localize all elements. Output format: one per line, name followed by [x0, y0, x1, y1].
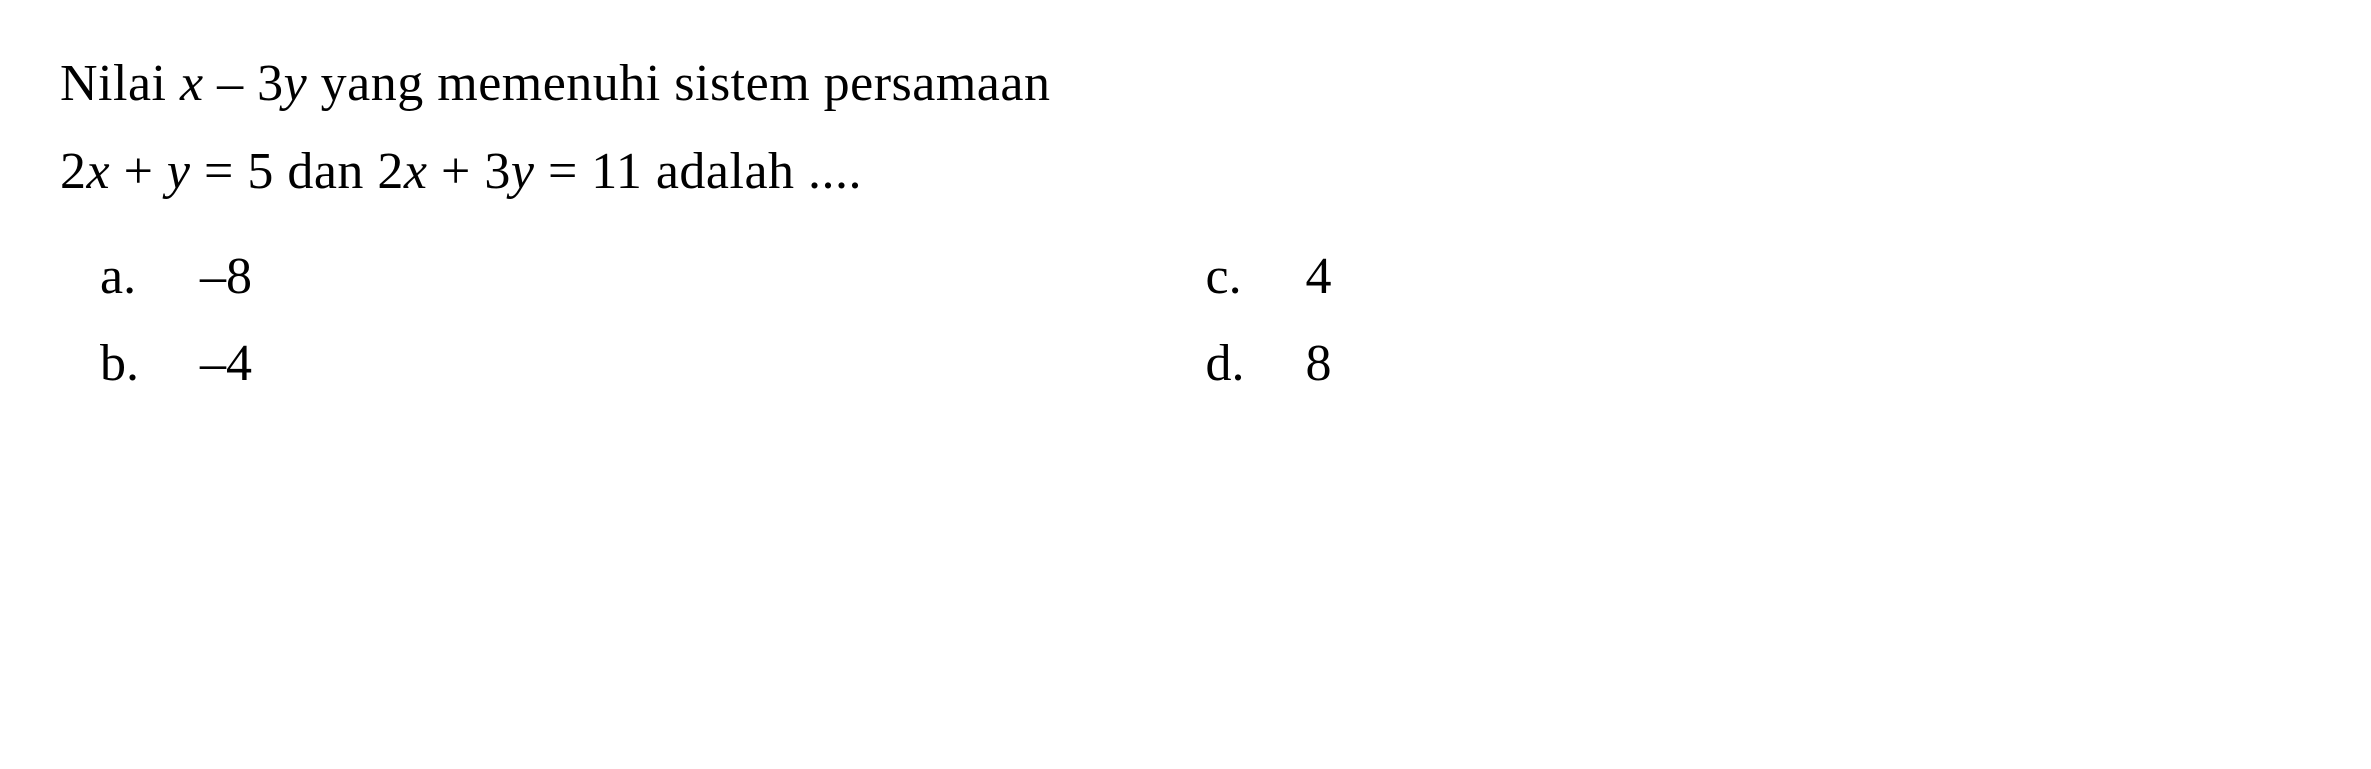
eq2-plus: + 3: [428, 143, 511, 200]
eq1-coef: 2: [60, 143, 87, 200]
math-question: Nilai x – 3y yang memenuhi sistem persam…: [60, 40, 2311, 393]
option-value: 4: [1286, 247, 1332, 306]
answer-options: a. –8 b. –4 c. 4 d. 8: [60, 247, 2311, 393]
question-line-2: 2x + y = 5 dan 2x + 3y = 11 adalah ....: [60, 128, 2311, 216]
option-letter: b.: [100, 334, 180, 393]
text-suffix: yang memenuhi sistem persamaan: [307, 55, 1050, 112]
option-letter: a.: [100, 247, 180, 306]
options-column-left: a. –8 b. –4: [100, 247, 1206, 393]
var-x: x: [404, 143, 428, 200]
question-text: Nilai x – 3y yang memenuhi sistem persam…: [60, 40, 2311, 217]
option-value: 8: [1286, 334, 1332, 393]
var-y: y: [167, 143, 191, 200]
option-c[interactable]: c. 4: [1206, 247, 2312, 306]
eq1-rest: = 5 dan 2: [191, 143, 404, 200]
question-line-1: Nilai x – 3y yang memenuhi sistem persam…: [60, 40, 2311, 128]
var-y: y: [284, 55, 308, 112]
text-prefix: Nilai: [60, 55, 180, 112]
option-value: –8: [180, 247, 252, 306]
option-a[interactable]: a. –8: [100, 247, 1206, 306]
options-column-right: c. 4 d. 8: [1206, 247, 2312, 393]
eq1-plus: +: [110, 143, 167, 200]
var-y: y: [511, 143, 535, 200]
var-x: x: [87, 143, 111, 200]
option-letter: c.: [1206, 247, 1286, 306]
option-d[interactable]: d. 8: [1206, 334, 2312, 393]
option-value: –4: [180, 334, 252, 393]
option-letter: d.: [1206, 334, 1286, 393]
var-x: x: [180, 55, 204, 112]
option-b[interactable]: b. –4: [100, 334, 1206, 393]
eq2-rest: = 11 adalah ....: [534, 143, 862, 200]
text-op: – 3: [204, 55, 284, 112]
